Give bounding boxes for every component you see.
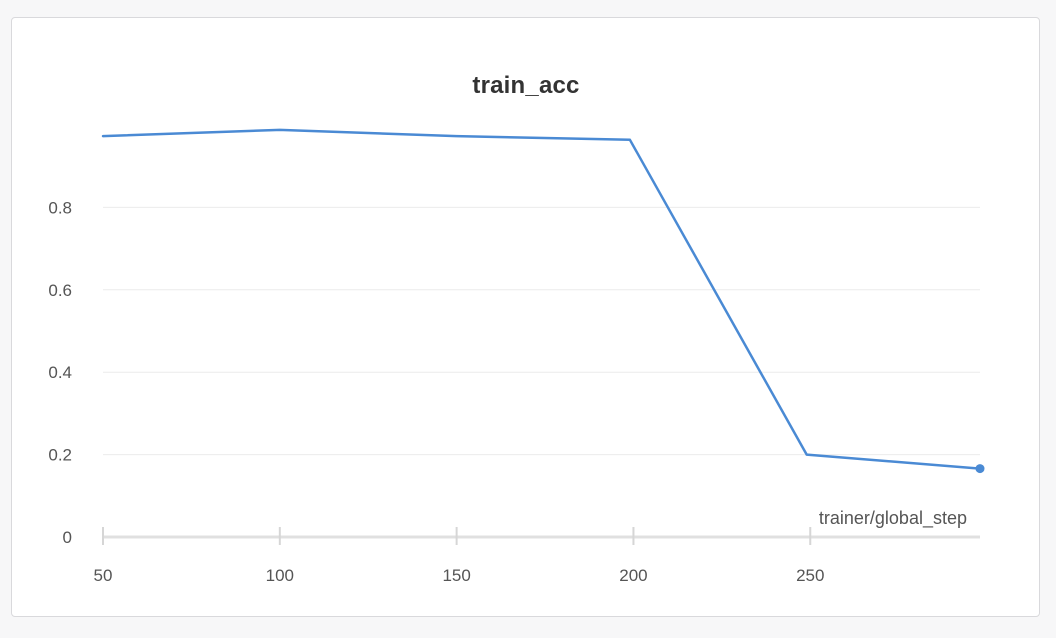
y-axis-ticks: 0 0.2 0.4 0.6 0.8 <box>48 198 72 547</box>
series-line <box>101 128 982 470</box>
x-tick-label: 100 <box>266 566 294 585</box>
y-tick-label: 0.6 <box>48 281 72 300</box>
chart-panel <box>11 17 1040 617</box>
y-tick-label: 0.8 <box>48 198 72 217</box>
y-tick-label: 0.2 <box>48 446 72 465</box>
x-tick-label: 250 <box>796 566 824 585</box>
x-tick-label: 50 <box>94 566 113 585</box>
x-tick-label: 150 <box>442 566 470 585</box>
x-axis-ticks: 50 100 150 200 250 <box>94 527 824 585</box>
gridlines <box>103 206 980 456</box>
data-point-last <box>975 464 985 474</box>
chart-title: train_acc <box>472 72 580 99</box>
y-tick-label: 0.4 <box>48 363 72 382</box>
x-tick-label: 200 <box>619 566 647 585</box>
x-axis-label: trainer/global_step <box>819 508 967 529</box>
series-layer <box>101 128 985 474</box>
y-tick-label: 0 <box>63 528 72 547</box>
